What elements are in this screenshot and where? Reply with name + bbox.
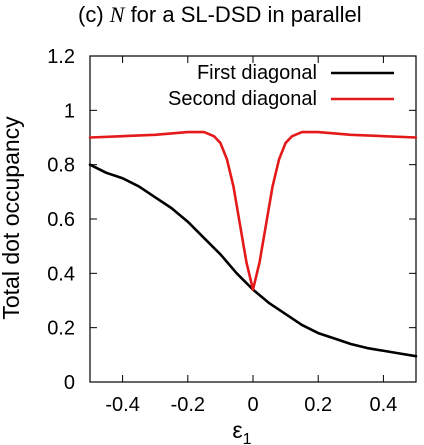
x-axis-label: ε1: [232, 417, 251, 445]
series-line-2: [88, 130, 418, 291]
x-tick-label: -0.2: [171, 394, 205, 416]
y-tick-label: 0.4: [47, 263, 75, 285]
x-axis-label-subscript: 1: [243, 431, 252, 445]
legend-label-1: First diagonal: [197, 62, 317, 84]
y-tick-label: 0.8: [47, 155, 75, 177]
y-tick-label: 1: [64, 100, 75, 122]
y-tick-label: 1.2: [47, 46, 75, 68]
plot-layer: 0 0.2 0.4 0.6 0.8 1 1.2 -0.4 -0.2 0 0.2 0.4 First di…: [47, 46, 418, 416]
x-tick-label: 0: [247, 394, 258, 416]
y-tick-label: 0: [64, 372, 75, 394]
series-line-1: [88, 163, 418, 358]
chart-title-prefix: (c): [78, 2, 110, 27]
y-tick-label: 0.6: [47, 209, 75, 231]
chart-title: (c) N for a SL-DSD in parallel: [78, 2, 362, 27]
chart-title-suffix: for a SL-DSD in parallel: [124, 2, 361, 27]
y-tick-label: 0.2: [47, 318, 75, 340]
x-tick-label: 0.4: [369, 394, 397, 416]
x-tick-label: 0.2: [304, 394, 332, 416]
chart-title-symbol: N: [109, 2, 126, 27]
y-axis-label: Total dot occupancy: [0, 116, 24, 320]
x-axis-label-symbol: ε: [232, 417, 242, 443]
legend-label-2: Second diagonal: [168, 88, 317, 110]
x-tick-label: -0.4: [105, 394, 139, 416]
